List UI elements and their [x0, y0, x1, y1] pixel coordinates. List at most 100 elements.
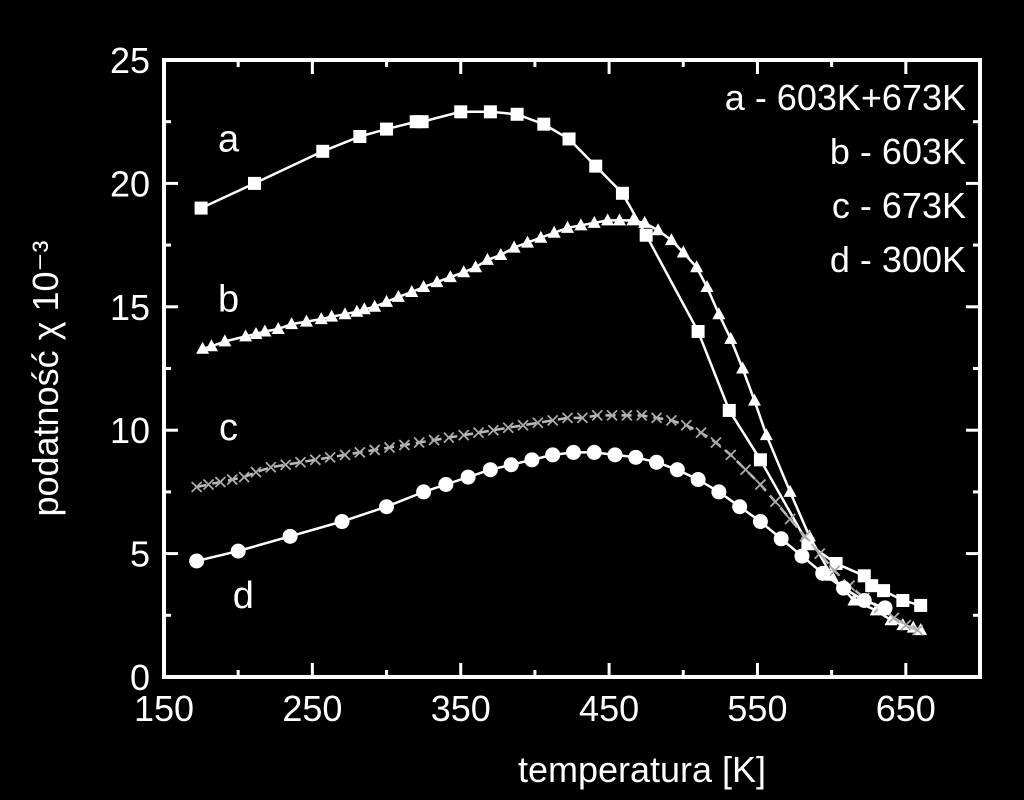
legend: a - 603K+673K b - 603K c - 673K d - 300K: [725, 77, 966, 280]
data-point-b: [457, 265, 471, 278]
data-point-c: [226, 473, 238, 486]
x-axis: 150 250 350 450 550 650: [134, 60, 936, 729]
data-point-c: [665, 414, 678, 426]
data-point-c: [754, 478, 767, 491]
data-point-a: [896, 593, 910, 607]
data-point-d: [877, 600, 893, 616]
data-point-d: [503, 457, 519, 473]
data-point-b: [736, 361, 750, 374]
data-point-c: [214, 476, 227, 488]
data-point-c: [591, 409, 603, 422]
data-point-d: [794, 548, 810, 564]
data-point-a: [865, 579, 879, 593]
data-point-b: [494, 247, 508, 260]
data-point-a: [639, 228, 653, 242]
data-point-d: [438, 476, 454, 492]
data-point-a: [562, 132, 576, 146]
data-point-a: [753, 453, 767, 467]
data-point-b: [480, 252, 494, 265]
data-point-d: [230, 543, 246, 559]
data-point-d: [416, 484, 432, 500]
y-tick-label: 5: [130, 534, 150, 575]
data-point-b: [534, 230, 548, 243]
y-tick-label: 0: [130, 657, 150, 698]
data-point-b: [626, 213, 640, 226]
curve-label-c: c: [219, 407, 238, 449]
y-tick-label: 10: [110, 410, 150, 451]
data-point-d: [379, 499, 395, 515]
data-point-b: [314, 312, 328, 325]
x-axis-title: temperatura [K]: [518, 749, 766, 790]
data-point-c: [339, 449, 351, 461]
data-point-a: [316, 144, 330, 158]
data-point-d: [189, 553, 205, 569]
data-point-c: [383, 441, 396, 454]
data-point-b: [405, 284, 419, 297]
series-a: [194, 105, 928, 612]
data-point-b: [601, 213, 615, 226]
data-point-d: [460, 469, 476, 485]
data-point-c: [354, 446, 366, 459]
data-point-d: [524, 452, 540, 468]
curve-label-a: a: [218, 118, 240, 160]
y-axis-title: podatność χ 10⁻³: [25, 240, 66, 516]
data-point-b: [507, 240, 521, 253]
data-point-b: [391, 289, 405, 302]
data-point-b: [218, 334, 232, 347]
data-point-c: [443, 431, 455, 444]
data-point-b: [368, 299, 382, 312]
data-point-c: [547, 414, 559, 426]
data-point-b: [638, 215, 652, 228]
data-point-c: [324, 451, 336, 463]
curve-labels: a b c d: [218, 118, 254, 617]
data-point-c: [238, 471, 250, 483]
data-point-a: [353, 130, 367, 144]
data-point-c: [606, 409, 618, 422]
data-point-b: [783, 484, 797, 497]
curve-label-b: b: [218, 279, 239, 321]
legend-entry: b - 603K: [830, 131, 966, 172]
data-point-d: [669, 462, 685, 478]
data-point-c: [576, 412, 589, 424]
data-point-b: [759, 428, 773, 441]
data-point-c: [413, 436, 425, 449]
series-c: [191, 409, 924, 636]
data-point-c: [369, 444, 381, 456]
data-point-c: [900, 619, 912, 631]
data-point-c: [517, 419, 529, 431]
data-point-c: [487, 424, 500, 436]
data-point-c: [888, 612, 900, 624]
series-line-c: [196, 414, 919, 632]
data-point-b: [914, 623, 928, 636]
curve-label-d: d: [233, 575, 254, 617]
data-point-c: [912, 624, 924, 636]
data-point-b: [690, 260, 704, 273]
data-point-b: [520, 235, 534, 248]
data-point-a: [914, 598, 928, 612]
data-point-d: [856, 592, 872, 608]
data-point-c: [250, 466, 262, 478]
data-point-b: [896, 618, 910, 631]
x-tick-label: 350: [431, 688, 491, 729]
data-point-b: [430, 275, 444, 288]
series-layer: [189, 105, 928, 636]
data-point-d: [836, 580, 852, 596]
data-point-d: [482, 462, 498, 478]
data-point-c: [502, 422, 514, 434]
data-point-c: [769, 496, 781, 508]
data-point-a: [415, 115, 429, 129]
data-point-c: [532, 417, 544, 429]
data-point-a: [194, 201, 208, 215]
data-point-a: [615, 186, 629, 200]
data-point-b: [724, 331, 738, 344]
data-point-b: [357, 302, 371, 315]
data-point-b: [747, 393, 761, 406]
data-point-a: [537, 117, 551, 131]
data-point-d: [628, 449, 644, 465]
data-point-c: [294, 456, 307, 468]
data-point-d: [565, 444, 581, 460]
data-point-d: [752, 514, 768, 530]
data-point-d: [711, 484, 727, 500]
y-axis: 0 5 10 15 20 25: [110, 40, 980, 698]
data-point-b: [417, 280, 431, 293]
